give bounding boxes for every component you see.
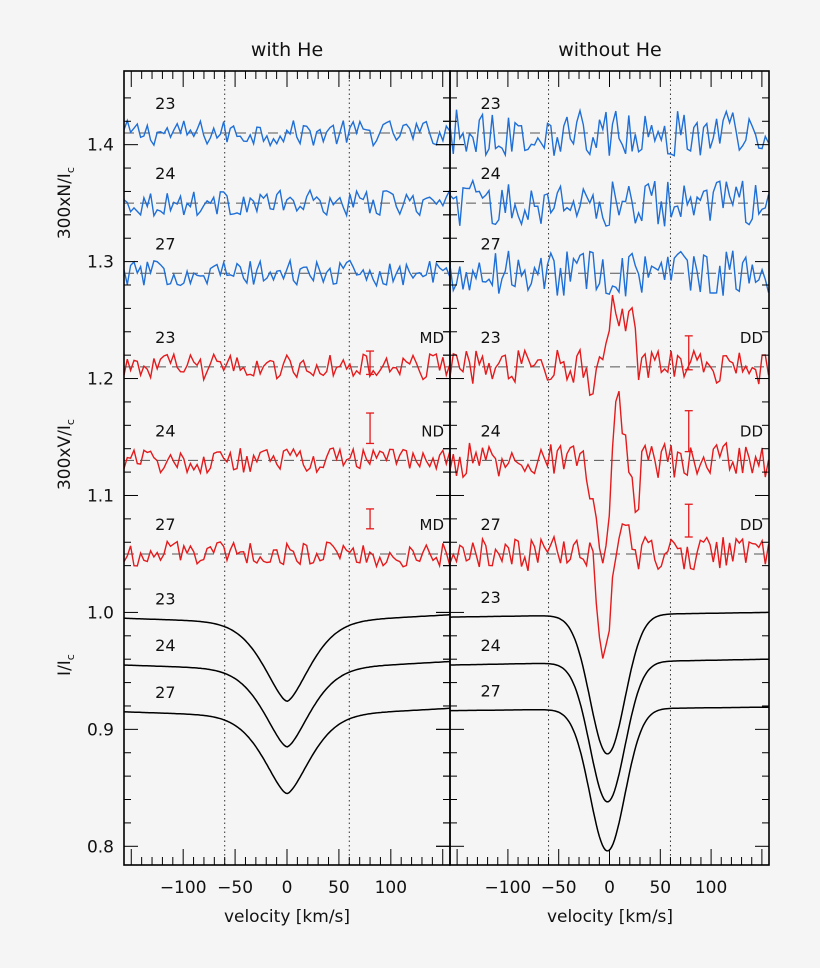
detection-flag: DD bbox=[740, 422, 763, 440]
detection-flag: MD bbox=[420, 516, 445, 534]
x-axis-title-left: velocity [km/s] bbox=[224, 907, 350, 927]
stokes-v-profile-23 bbox=[123, 351, 451, 383]
stokes-v-profile-24 bbox=[123, 446, 451, 476]
y-tick-label: 0.8 bbox=[87, 837, 114, 857]
stokes-v-profile-label: 24 bbox=[480, 421, 500, 440]
y-axis-title-subscript: c bbox=[64, 419, 77, 425]
y-tick-label: 1.3 bbox=[87, 253, 114, 273]
null-profile-27 bbox=[123, 257, 451, 288]
detection-flag: DD bbox=[740, 329, 763, 347]
null-profile-23 bbox=[123, 118, 451, 148]
stokes-v-profile-label: 23 bbox=[155, 328, 175, 347]
intensity-profile-label: 27 bbox=[155, 683, 175, 702]
y-axis-title: I/Ic bbox=[55, 654, 77, 676]
intensity-profile-24 bbox=[123, 660, 450, 748]
detection-flag: DD bbox=[740, 516, 763, 534]
y-tick-label: 1.1 bbox=[87, 486, 114, 506]
x-tick-label: 100 bbox=[375, 878, 407, 898]
null-profile-label: 27 bbox=[155, 234, 175, 253]
null-profile-24 bbox=[449, 178, 770, 227]
intensity-profile-label: 27 bbox=[480, 682, 500, 701]
y-tick-label: 1.0 bbox=[87, 603, 114, 623]
x-tick-label: 50 bbox=[649, 878, 671, 898]
panel-title-left: with He bbox=[251, 39, 323, 61]
y-axis-title: 300xV/Ic bbox=[55, 419, 77, 490]
stokes-v-profile-label: 24 bbox=[155, 421, 175, 440]
y-tick-label: 1.4 bbox=[87, 136, 114, 156]
y-axis-title-text: I/I bbox=[55, 660, 75, 676]
stokes-v-profile-27 bbox=[123, 539, 451, 569]
detection-flag: MD bbox=[420, 329, 445, 347]
y-axis-title-text: 300xV/I bbox=[55, 425, 75, 490]
x-tick-label: 0 bbox=[282, 878, 293, 898]
y-axis-title-text: 300xN/I bbox=[55, 173, 75, 239]
detection-flag: ND bbox=[421, 422, 444, 440]
y-axis-title: 300xN/Ic bbox=[55, 167, 77, 239]
null-profile-label: 23 bbox=[155, 94, 175, 113]
x-tick-label: 0 bbox=[604, 878, 615, 898]
x-tick-label: 100 bbox=[695, 878, 727, 898]
intensity-profile-23 bbox=[124, 614, 450, 702]
intensity-profile-23 bbox=[450, 611, 769, 755]
intensity-profile-label: 23 bbox=[155, 589, 175, 608]
null-profile-label: 23 bbox=[480, 94, 500, 113]
x-tick-label: −100 bbox=[485, 878, 532, 898]
null-profile-label: 27 bbox=[480, 234, 500, 253]
x-tick-label: −100 bbox=[160, 878, 207, 898]
stokes-v-profile-24 bbox=[449, 390, 770, 564]
y-axis-title-subscript: c bbox=[64, 654, 77, 660]
stokes-v-profile-label: 27 bbox=[155, 515, 175, 534]
intensity-profile-label: 24 bbox=[155, 636, 175, 655]
intensity-profile-label: 23 bbox=[480, 588, 500, 607]
intensity-profile-24 bbox=[450, 658, 769, 803]
x-tick-label: 50 bbox=[328, 878, 350, 898]
x-axis-title-right: velocity [km/s] bbox=[547, 907, 673, 927]
panel-with-he: 23 24 27 23 MD 24 ND 27 MD 23 24 27 −100 −50 0 50 100 bbox=[123, 70, 451, 898]
panel-title-right: without He bbox=[558, 39, 661, 61]
null-profile-27 bbox=[449, 250, 770, 297]
stokes-v-profile-23 bbox=[449, 294, 770, 397]
null-profile-label: 24 bbox=[480, 164, 500, 183]
stokes-v-profile-label: 23 bbox=[480, 328, 500, 347]
y-axis-title-subscript: c bbox=[64, 167, 77, 173]
x-tick-label: −50 bbox=[217, 878, 253, 898]
null-profile-23 bbox=[449, 107, 770, 158]
intensity-profile-label: 24 bbox=[480, 636, 500, 655]
stokes-v-profile-27 bbox=[449, 523, 770, 659]
intensity-profile-27 bbox=[123, 707, 450, 795]
y-tick-label: 1.2 bbox=[87, 370, 114, 390]
panel-without-he: 23 24 27 23 DD 24 DD 27 DD 23 24 27 −100 −50 0 50 100 bbox=[436, 70, 770, 898]
null-profile-label: 24 bbox=[155, 164, 175, 183]
x-tick-label: −50 bbox=[541, 878, 577, 898]
null-profile-24 bbox=[123, 188, 451, 218]
stokes-v-profile-label: 27 bbox=[480, 515, 500, 534]
y-tick-label: 0.9 bbox=[87, 720, 114, 740]
